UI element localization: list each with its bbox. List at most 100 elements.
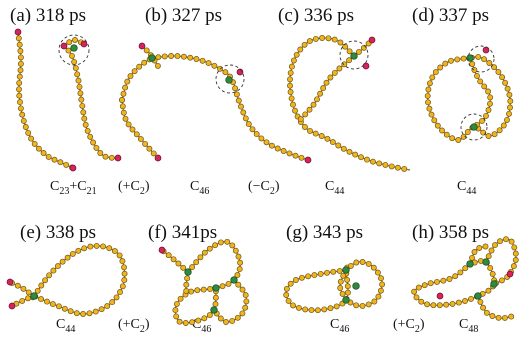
carbon-atom bbox=[324, 269, 330, 276]
carbon-atom bbox=[15, 35, 22, 42]
carbon-atom bbox=[449, 300, 456, 307]
carbon-atom bbox=[168, 53, 175, 59]
carbon-atom bbox=[498, 277, 505, 284]
carbon-atom bbox=[488, 247, 495, 254]
branch-atom bbox=[210, 306, 218, 314]
carbon-atom bbox=[236, 266, 243, 273]
carbon-atom bbox=[34, 287, 41, 294]
carbon-atom bbox=[427, 280, 434, 287]
carbon-atom bbox=[301, 41, 308, 48]
carbon-atom bbox=[379, 281, 386, 288]
panel-b-reaction-site bbox=[215, 64, 245, 94]
carbon-atom bbox=[359, 259, 366, 265]
carbon-atom bbox=[462, 298, 468, 304]
carbon-atom bbox=[436, 302, 443, 309]
carbon-atom bbox=[194, 287, 201, 294]
carbon-atom bbox=[292, 152, 299, 159]
carbon-atom bbox=[137, 136, 144, 143]
carbon-atom bbox=[119, 258, 126, 265]
carbon-atom bbox=[201, 315, 208, 322]
chain-end-atom bbox=[506, 270, 514, 278]
panel-h-structure bbox=[411, 236, 519, 321]
carbon-atom bbox=[201, 249, 208, 256]
carbon-atom bbox=[335, 142, 342, 149]
carbon-atom bbox=[80, 109, 87, 116]
carbon-atom bbox=[233, 91, 240, 98]
carbon-atom bbox=[200, 286, 207, 293]
carbon-atom bbox=[336, 65, 343, 72]
carbon-atom bbox=[50, 267, 57, 274]
carbon-atom bbox=[232, 85, 239, 92]
carbon-atom bbox=[93, 242, 100, 249]
carbon-atom bbox=[442, 60, 449, 67]
carbon-atom bbox=[504, 85, 511, 92]
carbon-atom bbox=[331, 69, 338, 76]
carbon-atom bbox=[64, 254, 71, 261]
carbon-atom bbox=[344, 283, 351, 290]
carbon-atom bbox=[268, 142, 275, 149]
carbon-atom bbox=[287, 69, 294, 76]
carbon-atom bbox=[22, 124, 29, 130]
carbon-atom bbox=[143, 47, 150, 54]
carbon-atom bbox=[197, 254, 204, 261]
panel-d-title: (d) 337 ps bbox=[412, 5, 489, 26]
carbon-atom bbox=[443, 301, 450, 308]
carbon-atom bbox=[432, 69, 439, 76]
carbon-atom bbox=[212, 294, 219, 301]
panel-a-reaction-site bbox=[58, 34, 90, 66]
carbon-atom bbox=[238, 103, 244, 110]
carbon-atom bbox=[297, 46, 304, 53]
carbon-atom bbox=[217, 65, 223, 72]
carbon-atom bbox=[133, 131, 140, 138]
carbon-atom bbox=[401, 165, 408, 172]
carbon-atom bbox=[165, 252, 172, 259]
carbon-atom bbox=[235, 97, 242, 104]
carbon-atom bbox=[25, 129, 32, 136]
carbon-atom bbox=[77, 90, 84, 97]
carbon-atom bbox=[485, 287, 492, 294]
panel-c-title: (c) 336 ps bbox=[278, 5, 354, 26]
branch-atom bbox=[350, 52, 358, 60]
carbon-atom bbox=[113, 294, 120, 301]
carbon-atom bbox=[234, 314, 241, 321]
chain-end-atom bbox=[80, 40, 88, 48]
carbon-atom bbox=[310, 101, 317, 108]
carbon-atom bbox=[86, 310, 93, 317]
carbon-atom bbox=[177, 295, 184, 302]
carbon-atom bbox=[324, 135, 331, 142]
carbon-atom bbox=[512, 250, 519, 257]
branch-atom bbox=[470, 123, 478, 131]
carbon-atom bbox=[301, 124, 308, 130]
carbon-atom bbox=[411, 288, 418, 295]
carbon-atom bbox=[263, 139, 270, 146]
branch-atom bbox=[474, 292, 482, 300]
branch-atom bbox=[342, 266, 350, 274]
carbon-atom bbox=[67, 308, 74, 315]
chain-end-atom bbox=[60, 42, 68, 50]
carbon-atom bbox=[125, 121, 132, 128]
chain-end-atom bbox=[154, 154, 162, 162]
carbon-atom bbox=[464, 129, 471, 135]
carbon-atom bbox=[71, 58, 78, 65]
panel-c-reaction-site bbox=[339, 40, 369, 70]
carbon-atom bbox=[327, 74, 334, 81]
carbon-atom bbox=[352, 151, 359, 158]
chain-end-atom bbox=[69, 164, 77, 172]
transition-g-h: (+C2) bbox=[393, 317, 425, 335]
branch-atom bbox=[184, 268, 192, 276]
carbon-atom bbox=[65, 47, 72, 54]
branch-atom bbox=[230, 276, 238, 284]
carbon-atom bbox=[481, 83, 488, 90]
carbon-atom bbox=[180, 264, 187, 271]
carbon-atom bbox=[45, 153, 52, 160]
chain-end-atom bbox=[8, 302, 16, 310]
carbon-atom bbox=[359, 302, 366, 309]
carbon-atom bbox=[507, 98, 514, 105]
carbon-atom bbox=[232, 247, 239, 254]
carbon-atom bbox=[117, 289, 123, 296]
carbon-atom bbox=[25, 295, 31, 302]
carbon-atom bbox=[365, 301, 372, 308]
carbon-atom bbox=[119, 97, 125, 103]
carbon-atom bbox=[355, 48, 362, 55]
carbon-atom bbox=[330, 268, 337, 275]
